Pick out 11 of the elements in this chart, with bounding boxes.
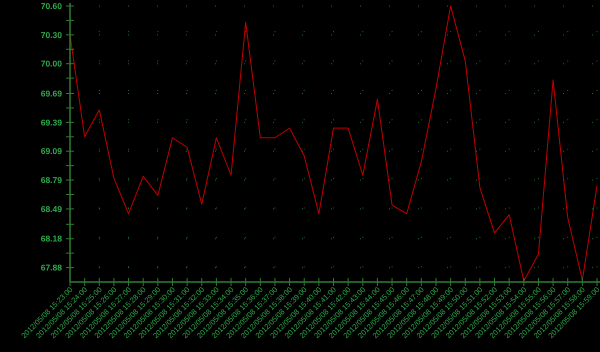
- y-tick-label: 68.79: [40, 175, 62, 186]
- y-tick-label: 69.39: [40, 117, 62, 128]
- y-tick-label: 67.88: [40, 262, 62, 273]
- y-tick-label: 69.69: [40, 88, 62, 98]
- y-tick-label: 70.60: [40, 0, 62, 11]
- y-tick-label: 68.18: [40, 234, 62, 244]
- line-series: [70, 6, 598, 282]
- y-tick-label: 69.09: [40, 146, 62, 156]
- y-tick-label: 68.49: [40, 204, 62, 214]
- y-tick-label: 70.30: [40, 30, 62, 40]
- y-tick-label: 70.00: [40, 58, 62, 69]
